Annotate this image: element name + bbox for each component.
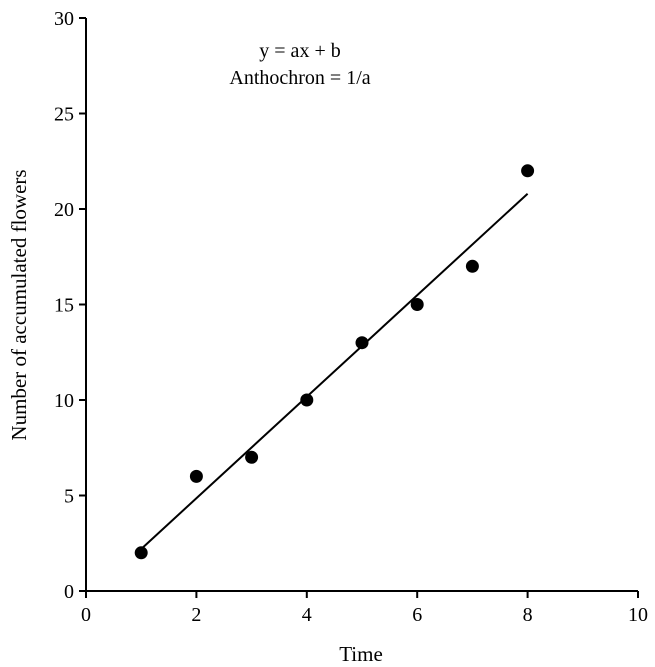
data-points <box>134 164 535 560</box>
regression-line <box>140 192 529 550</box>
data-point <box>521 164 535 178</box>
x-tick-label: 10 <box>628 604 648 626</box>
y-axis-label: Number of accumulated flowers <box>7 169 31 440</box>
y-tick-label: 15 <box>54 295 74 317</box>
y-tick-label: 5 <box>64 486 74 508</box>
annotation-anthochron: Anthochron = 1/a <box>229 67 370 89</box>
y-tick-label: 20 <box>54 199 74 221</box>
y-tick-label: 10 <box>54 390 74 412</box>
data-point <box>410 298 424 311</box>
data-point <box>300 393 314 407</box>
x-tick-label: 2 <box>191 604 201 626</box>
y-axis-ticks: 0 5 10 15 20 25 30 <box>54 8 86 603</box>
data-point <box>245 450 259 464</box>
y-tick-label: 25 <box>54 104 74 126</box>
annotation-equation: y = ax + b <box>259 40 340 62</box>
data-point <box>189 469 203 483</box>
data-point <box>355 336 369 350</box>
data-point <box>465 259 479 273</box>
x-axis-ticks: 0 2 4 6 8 10 <box>81 591 648 626</box>
axes <box>85 18 638 592</box>
x-tick-label: 4 <box>302 604 312 626</box>
data-point <box>134 546 148 560</box>
x-tick-label: 0 <box>81 604 91 626</box>
y-tick-label: 30 <box>54 8 74 30</box>
x-tick-label: 6 <box>412 604 422 626</box>
regression-line-group <box>140 192 529 550</box>
x-axis-label: Time <box>339 642 383 666</box>
y-tick-label: 0 <box>64 581 74 603</box>
x-tick-label: 8 <box>523 604 533 626</box>
